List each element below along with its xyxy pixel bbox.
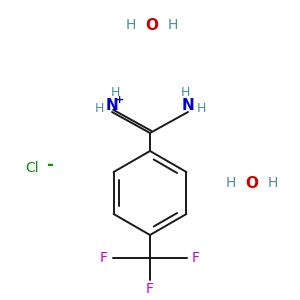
Text: H: H <box>168 18 178 32</box>
Text: +: + <box>114 95 124 105</box>
Text: H: H <box>126 18 136 32</box>
Text: F: F <box>146 282 154 296</box>
Text: H: H <box>94 103 104 116</box>
Text: N: N <box>182 98 194 112</box>
Text: H: H <box>226 176 236 190</box>
Text: Cl: Cl <box>25 161 39 175</box>
Text: F: F <box>192 251 200 265</box>
Text: -: - <box>46 156 53 174</box>
Text: N: N <box>106 98 118 112</box>
Text: H: H <box>196 103 206 116</box>
Text: H: H <box>110 86 120 100</box>
Text: H: H <box>180 86 190 100</box>
Text: O: O <box>245 176 259 190</box>
Text: O: O <box>146 17 158 32</box>
Text: H: H <box>268 176 278 190</box>
Text: F: F <box>100 251 108 265</box>
